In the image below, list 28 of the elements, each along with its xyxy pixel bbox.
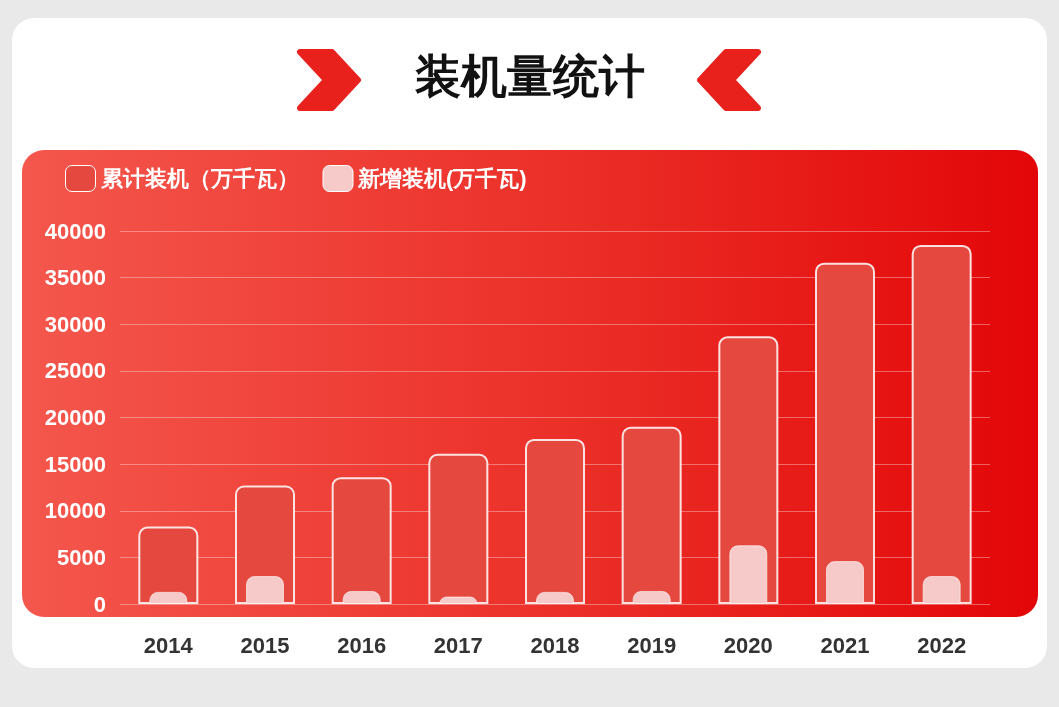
bar bbox=[911, 244, 972, 604]
legend-label: 累计装机（万千瓦） bbox=[99, 166, 299, 191]
x-tick-label: 2021 bbox=[820, 632, 870, 658]
x-tick-label: 2018 bbox=[530, 632, 580, 658]
y-tick-label: 10000 bbox=[44, 498, 106, 524]
bar bbox=[331, 477, 392, 604]
bar bbox=[815, 262, 875, 604]
bar bbox=[138, 526, 199, 604]
x-tick-label: 2022 bbox=[917, 632, 967, 658]
x-tick-label: 2015 bbox=[240, 632, 290, 658]
bar bbox=[525, 438, 585, 604]
x-tick-label: 2017 bbox=[433, 632, 483, 658]
x-tick-label: 2019 bbox=[627, 632, 677, 658]
chart-title: 装机量统计 bbox=[414, 50, 645, 102]
x-tick-label: 2020 bbox=[723, 632, 773, 658]
y-tick-label: 15000 bbox=[44, 451, 106, 477]
x-tick-label: 2014 bbox=[143, 632, 194, 658]
y-tick-label: 25000 bbox=[44, 358, 106, 384]
x-tick-label: 2016 bbox=[337, 632, 387, 658]
bar bbox=[621, 426, 682, 604]
y-tick-label: 35000 bbox=[44, 265, 106, 291]
y-tick-label: 5000 bbox=[57, 544, 106, 570]
legend-label: 新增装机(万千瓦) bbox=[357, 166, 527, 191]
y-tick-label: 30000 bbox=[44, 311, 106, 337]
bar bbox=[428, 453, 489, 604]
y-tick-label: 0 bbox=[93, 591, 106, 617]
y-tick-label: 20000 bbox=[44, 405, 106, 430]
y-tick-label: 40000 bbox=[44, 218, 106, 244]
